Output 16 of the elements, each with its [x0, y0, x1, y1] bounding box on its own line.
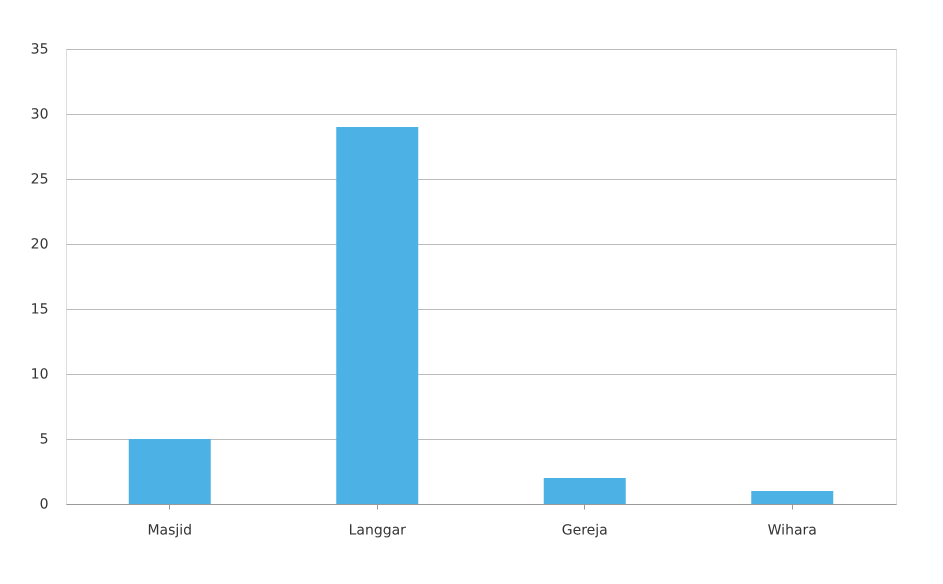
y-tick-label: 15 [30, 302, 48, 318]
y-tick-label: 20 [30, 236, 48, 252]
x-tick-label: Gereja [562, 522, 608, 538]
bar [544, 478, 626, 504]
y-tick-label: 30 [30, 106, 48, 122]
y-tick-label: 25 [30, 172, 48, 188]
bar [751, 491, 834, 504]
x-tick-label: Masjid [147, 522, 192, 538]
x-tick-label: Langgar [348, 522, 406, 538]
bar [336, 127, 418, 504]
y-tick-label: 10 [30, 366, 48, 382]
y-tick-label: 5 [40, 432, 48, 448]
y-tick-label: 0 [40, 496, 48, 512]
x-tick-label: Wihara [768, 522, 817, 538]
bar [128, 439, 211, 504]
y-tick-label: 35 [30, 42, 48, 58]
